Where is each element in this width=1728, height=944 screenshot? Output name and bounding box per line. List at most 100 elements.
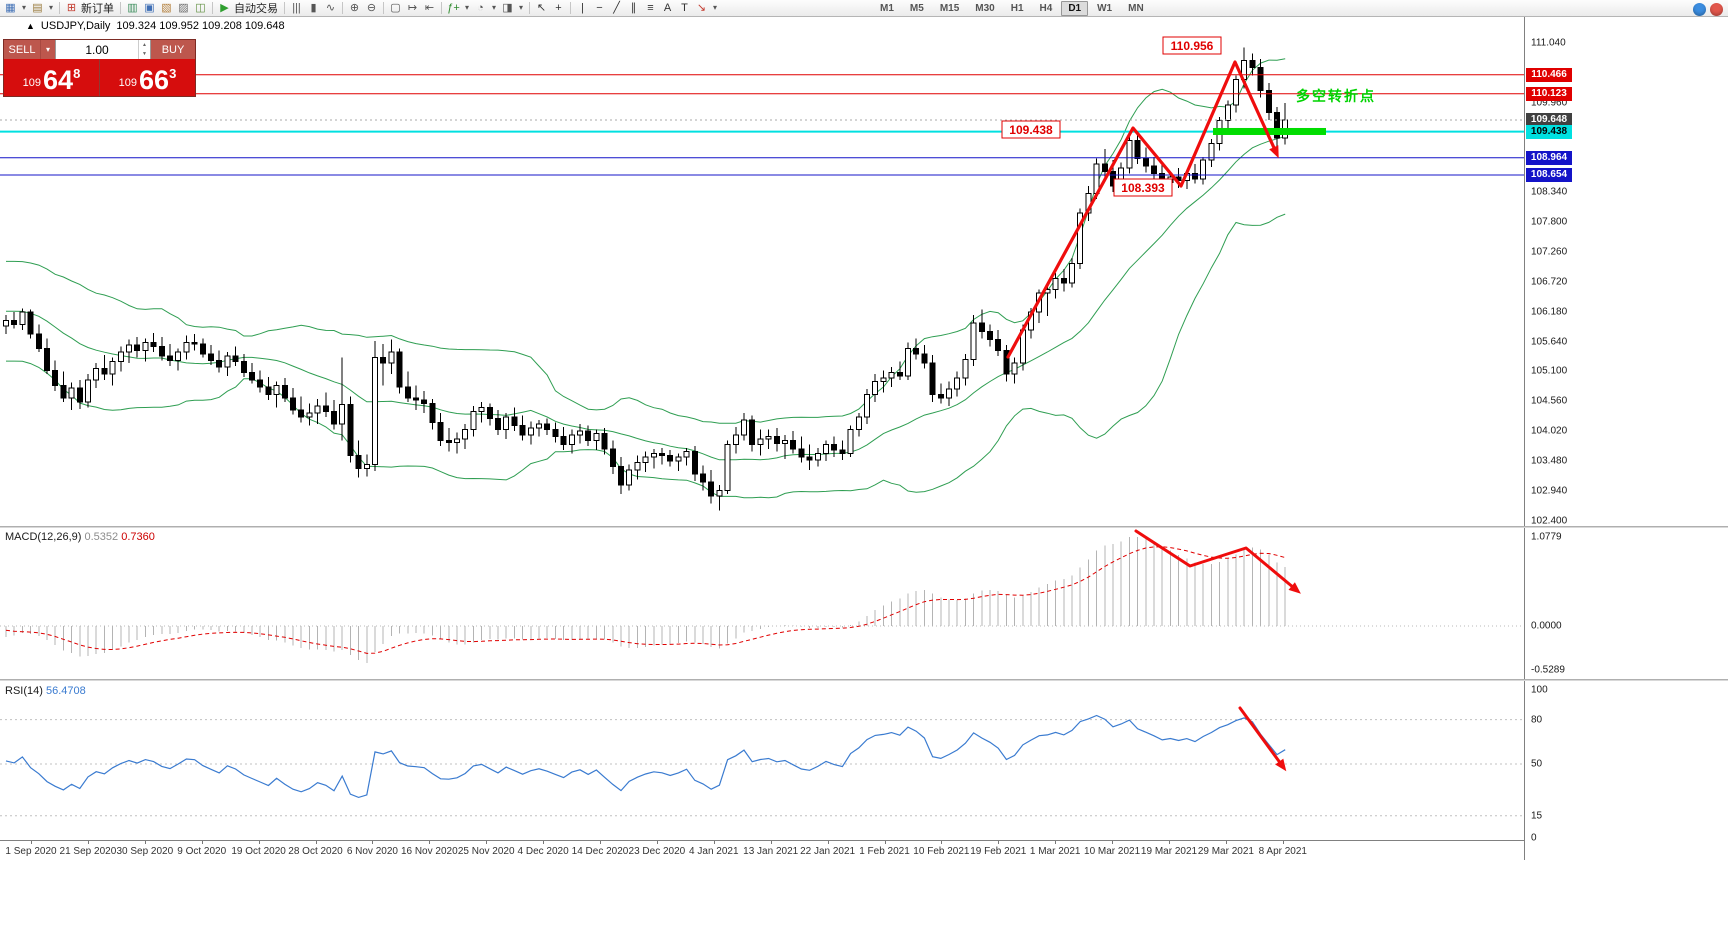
chart-shift-icon[interactable]: ⇤ [424,2,435,14]
sell-price-button[interactable]: 109 64 8 [4,59,99,96]
fibonacci-icon[interactable]: ≡ [647,2,654,14]
price-axis-label: 109.960 [1531,97,1568,109]
timeframe-d1[interactable]: D1 [1061,0,1089,16]
one-click-top-row: SELL ▾ 1.00 ▲ ▼ BUY [4,40,195,59]
timeframe-h1[interactable]: H1 [1010,2,1024,14]
indicators-dropdown-icon[interactable]: ▾ [464,3,469,12]
time-tick [884,841,886,844]
vertical-line-icon[interactable]: | [581,2,584,14]
macd-annotation-arrow[interactable] [1134,529,1296,590]
profiles-icon[interactable]: ▤ [32,2,43,14]
auto-scroll-icon[interactable]: ↦ [407,2,418,14]
support-zone-rectangle[interactable] [1213,127,1326,135]
macd-pane[interactable] [0,528,1524,679]
price-axis[interactable]: 111.040 109.960 108.340 107.800 107.260 106.7… [1524,17,1728,860]
buy-price-button[interactable]: 109 66 3 [100,59,195,96]
date-label: 10 Feb 2021 [913,846,970,857]
spinner-down-icon[interactable]: ▼ [142,51,147,58]
sell-button[interactable]: SELL [4,40,40,59]
new-chart-icon[interactable]: ▦ [5,2,16,14]
cursor-icon[interactable]: ↖ [536,2,547,14]
toolbar-separator [383,2,384,14]
indicators-icon[interactable]: ƒ+ [447,2,460,14]
new-order-button[interactable]: 新订单 [81,3,114,15]
date-label: 1 Feb 2021 [859,846,910,857]
timeframe-m15[interactable]: M15 [939,2,960,14]
collapse-arrow-icon[interactable]: ▲ [26,21,35,31]
price-label-object[interactable]: 110.956 [1162,36,1222,55]
market-watch-icon[interactable]: ▥ [127,2,138,14]
templates-dropdown-icon[interactable]: ▾ [518,3,523,12]
price-label-object[interactable]: 109.438 [1001,120,1061,139]
templates-icon[interactable]: ◨ [502,2,513,14]
terminal-icon[interactable]: ▨ [178,2,189,14]
timeframe-m1[interactable]: M1 [880,2,894,14]
time-tick [600,841,601,844]
crosshair-icon[interactable]: + [555,2,562,14]
timeframe-mn[interactable]: MN [1128,2,1144,14]
rsi-axis-label: 0 [1531,832,1537,844]
date-label: 1 Sep 2020 [5,846,57,857]
strategy-tester-icon[interactable]: ◫ [195,2,206,14]
arrows-icon[interactable]: ↘ [696,2,707,14]
price-axis-label: 105.100 [1531,365,1568,377]
candlestick-icon[interactable]: ▮ [310,2,317,14]
line-chart-icon[interactable]: ∿ [325,2,336,14]
tile-windows-icon[interactable]: ▢ [390,2,401,14]
rsi-line [5,714,1286,799]
data-window-icon[interactable]: ▣ [144,2,155,14]
price-label-object[interactable]: 108.393 [1113,178,1173,197]
rsi-pane[interactable] [0,682,1524,840]
toolbar-separator [570,2,571,14]
equidistant-channel-icon[interactable]: ∥ [630,2,637,14]
trend-arrow[interactable] [1006,60,1277,359]
news-icon[interactable] [1710,2,1723,16]
toolbar-separator [529,2,530,14]
volume-spinner[interactable]: ▲ ▼ [138,40,150,59]
turning-point-annotation[interactable]: 多空转折点 [1296,88,1376,104]
one-click-price-row: 109 64 8 109 66 3 [4,59,195,96]
time-tick [1112,841,1114,844]
horizontal-line-icon[interactable]: − [596,2,603,14]
time-tick [315,841,317,844]
arrowhead-icon [1269,145,1279,159]
panel-resize-handle[interactable] [0,679,1728,681]
toolbar-separator [59,2,60,14]
text-icon[interactable]: A [663,2,672,14]
navigator-icon[interactable]: ▧ [161,2,172,14]
spinner-up-icon[interactable]: ▲ [142,41,147,48]
arrows-dropdown-icon[interactable]: ▾ [712,3,717,12]
date-label: 4 Jan 2021 [689,846,739,857]
autotrading-icon[interactable]: ▶ [220,2,229,14]
volume-field[interactable]: 1.00 ▲ ▼ [55,40,151,59]
text-label-icon[interactable]: T [681,2,688,14]
sell-dropdown-icon[interactable]: ▾ [40,40,55,59]
community-icon[interactable] [1693,2,1706,16]
periods-icon[interactable]: ◔ [477,2,484,14]
timeframe-w1[interactable]: W1 [1097,2,1113,14]
timeframe-h4[interactable]: H4 [1039,2,1053,14]
time-axis[interactable]: 1 Sep 2020 21 Sep 2020 30 Sep 2020 9 Oct 20… [0,840,1524,860]
profiles-dropdown-icon[interactable]: ▾ [48,3,53,12]
periods-dropdown-icon[interactable]: ▾ [491,3,496,12]
buy-button[interactable]: BUY [151,40,195,59]
rsi-annotation-arrow[interactable] [1238,706,1283,766]
price-axis-label: 103.480 [1531,455,1568,467]
price-axis-label: 102.940 [1531,485,1568,497]
time-tick [87,841,89,844]
new-order-icon[interactable]: ⊞ [66,2,77,14]
rsi-name: RSI(14) [5,685,43,697]
sell-price-point: 8 [73,66,81,81]
zoom-in-icon[interactable]: ⊕ [349,2,360,14]
volume-value[interactable]: 1.00 [85,42,109,57]
zoom-out-icon[interactable]: ⊖ [366,2,377,14]
trendline-icon[interactable]: ╱ [613,2,620,14]
bar-chart-icon[interactable]: ||| [292,2,301,14]
new-chart-dropdown-icon[interactable]: ▾ [21,3,26,12]
autotrading-button[interactable]: 自动交易 [234,3,278,15]
panel-resize-handle[interactable] [0,526,1728,528]
timeframe-m5[interactable]: M5 [909,2,924,14]
price-chart-pane[interactable]: 110.956 109.438 108.393 多空转折点 [0,17,1524,527]
timeframe-m30[interactable]: M30 [975,2,995,14]
time-tick [1055,841,1057,844]
